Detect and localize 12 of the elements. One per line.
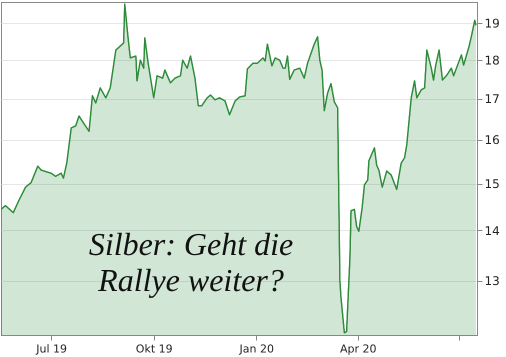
x-tick-label: Apr 20 xyxy=(340,342,376,356)
y-tick-label: 19 xyxy=(484,16,500,31)
y-tick-label: 16 xyxy=(484,133,500,148)
annotation: Silber: Geht die Rallye weiter? xyxy=(88,226,294,298)
y-tick-label: 17 xyxy=(484,92,500,106)
x-tick-label: Okt 19 xyxy=(136,342,173,356)
y-tick-label: 13 xyxy=(484,274,500,288)
x-tick-label: Jan 20 xyxy=(238,342,274,356)
y-tick-label: 14 xyxy=(484,224,500,238)
x-tick-label: Jul 19 xyxy=(35,342,68,356)
y-tick-label: 18 xyxy=(484,53,500,68)
y-tick-label: 15 xyxy=(484,177,500,192)
